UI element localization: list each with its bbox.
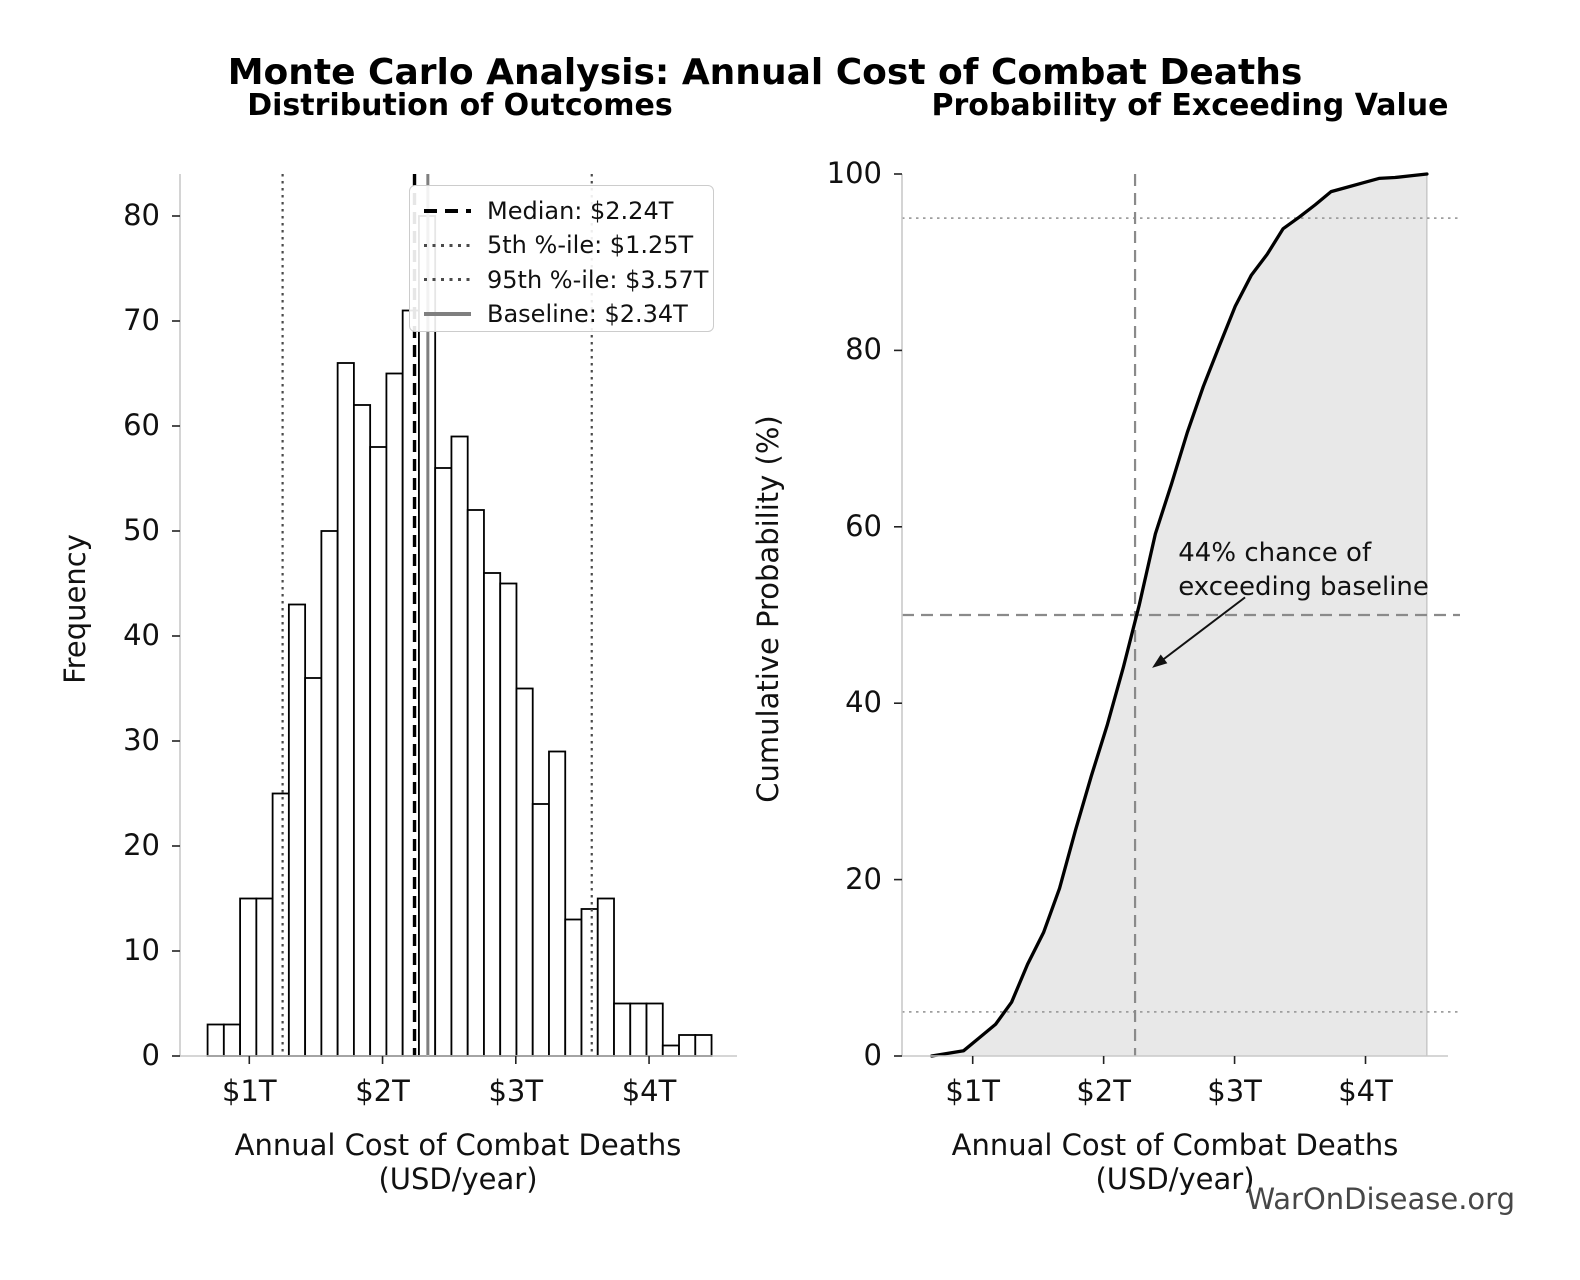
histogram-bar <box>434 467 453 1057</box>
legend-label: Median: $2.24T <box>487 197 674 226</box>
histogram-bar <box>369 446 388 1057</box>
histogram-bar <box>499 582 518 1057</box>
percentile-dotted-line-swatch <box>424 278 471 282</box>
x-tick-label: $1T <box>221 1074 277 1108</box>
x-tick-label: $1T <box>945 1074 1001 1108</box>
histogram-bar <box>483 572 502 1057</box>
y-tick-label: 40 <box>123 618 160 652</box>
histogram-bar <box>401 309 420 1057</box>
annotation-line-2: exceeding baseline <box>1178 571 1429 602</box>
right-x-axis-label: Annual Cost of Combat Deaths (USD/year) <box>951 1128 1399 1196</box>
y-tick-label: 0 <box>863 1038 882 1072</box>
histogram-bar <box>304 677 323 1057</box>
histogram-bar <box>515 687 534 1057</box>
y-tick-label: 80 <box>845 332 882 367</box>
legend-label: 5th %-ile: $1.25T <box>487 231 694 260</box>
histogram-bar <box>613 1002 632 1057</box>
histogram-bar <box>239 897 258 1057</box>
histogram-bar <box>596 897 615 1057</box>
annotation-arrow-head <box>1152 654 1168 668</box>
histogram-bar <box>320 530 339 1057</box>
histogram-bar <box>580 908 599 1057</box>
histogram-bar <box>629 1002 648 1057</box>
percentile-dotted-line-swatch <box>424 243 471 247</box>
histogram-bar <box>694 1034 713 1057</box>
legend-item-median: Median: $2.24T <box>424 195 713 228</box>
annotation-line-1: 44% chance of <box>1178 538 1372 569</box>
histogram-bar <box>678 1034 697 1057</box>
baseline-solid-line-swatch <box>424 312 471 316</box>
x-tick-label: $4T <box>621 1074 677 1108</box>
histogram-bar <box>531 803 550 1057</box>
y-tick-label: 40 <box>845 685 882 720</box>
histogram-bar <box>548 750 567 1057</box>
annotation-exceed-baseline: 44% chance of exceeding baseline <box>1178 537 1429 604</box>
legend-label: 95th %-ile: $3.57T <box>487 265 709 294</box>
right-chart-title: Probability of Exceeding Value <box>931 88 1449 123</box>
y-tick-label: 0 <box>141 1038 160 1072</box>
y-tick-label: 20 <box>123 828 160 862</box>
legend-item-baseline: Baseline: $2.34T <box>424 297 713 330</box>
y-tick-label: 60 <box>123 408 160 442</box>
left-x-axis-label: Annual Cost of Combat Deaths (USD/year) <box>234 1128 682 1196</box>
x-tick-label: $3T <box>488 1074 544 1108</box>
histogram-bar <box>661 1044 680 1057</box>
y-tick-label: 100 <box>826 156 882 190</box>
histogram-bar <box>255 897 274 1057</box>
histogram-bar <box>271 792 290 1057</box>
legend-item-95th-percentile: 95th %-ile: $3.57T <box>424 263 713 296</box>
x-tick-label: $2T <box>355 1074 410 1108</box>
watermark: WarOnDisease.org <box>1246 1182 1515 1216</box>
legend-item-5th-percentile: 5th %-ile: $1.25T <box>424 229 713 262</box>
histogram-bar <box>645 1002 664 1057</box>
x-tick-label: $3T <box>1207 1074 1262 1108</box>
y-tick-label: 80 <box>123 198 160 232</box>
histogram-bar <box>336 362 355 1057</box>
histogram-bar <box>287 603 307 1057</box>
x-tick-label: $2T <box>1076 1074 1131 1108</box>
cdf-curve <box>930 172 1429 1058</box>
x-tick-label: $4T <box>1338 1074 1393 1108</box>
y-tick-label: 50 <box>123 513 160 547</box>
y-tick-label: 30 <box>123 723 160 757</box>
histogram-bar <box>466 509 485 1057</box>
legend: Median: $2.24T 5th %-ile: $1.25T 95th %-… <box>409 185 714 332</box>
figure-title: Monte Carlo Analysis: Annual Cost of Com… <box>227 52 1303 93</box>
median-dashed-line-swatch <box>424 209 471 214</box>
histogram-bar <box>385 372 404 1057</box>
histogram-bar <box>564 918 583 1057</box>
legend-label: Baseline: $2.34T <box>487 299 688 328</box>
right-y-axis-label: Cumulative Probability (%) <box>751 415 785 803</box>
y-tick-label: 60 <box>845 508 882 543</box>
y-tick-label: 20 <box>845 861 882 896</box>
histogram-bar <box>222 1023 241 1057</box>
histogram-bar <box>352 404 372 1057</box>
y-tick-label: 10 <box>123 933 160 967</box>
left-chart-title: Distribution of Outcomes <box>247 88 673 123</box>
histogram-bar <box>450 435 469 1057</box>
annotation-arrow-line <box>1159 596 1246 663</box>
y-tick-label: 70 <box>123 303 160 337</box>
histogram-bar <box>206 1023 225 1057</box>
